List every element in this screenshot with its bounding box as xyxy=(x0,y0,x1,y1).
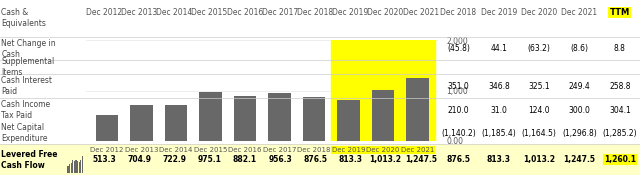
Text: 876.5: 876.5 xyxy=(303,155,327,164)
Bar xyxy=(165,104,188,141)
Text: Levered Free
Cash Flow: Levered Free Cash Flow xyxy=(1,150,58,170)
Text: 304.1: 304.1 xyxy=(609,106,630,115)
Text: 346.8: 346.8 xyxy=(488,82,509,91)
Bar xyxy=(268,93,291,141)
Text: 882.1: 882.1 xyxy=(233,155,257,164)
Text: 975.1: 975.1 xyxy=(198,155,221,164)
Bar xyxy=(337,100,360,141)
Text: 813.3: 813.3 xyxy=(339,155,362,164)
Text: 325.1: 325.1 xyxy=(529,82,550,91)
Text: Dec 2019: Dec 2019 xyxy=(481,8,517,17)
Bar xyxy=(69,164,70,173)
Text: Dec 2021: Dec 2021 xyxy=(561,8,598,17)
Text: Dec 2016: Dec 2016 xyxy=(227,8,263,17)
Bar xyxy=(74,161,75,173)
Text: Cash &
Equivalents: Cash & Equivalents xyxy=(1,8,46,28)
Bar xyxy=(96,115,118,141)
Bar xyxy=(234,96,257,141)
Text: 1,013.2: 1,013.2 xyxy=(370,155,402,164)
Bar xyxy=(80,159,81,173)
Text: 31.0: 31.0 xyxy=(490,106,508,115)
Bar xyxy=(131,105,153,141)
Text: 44.1: 44.1 xyxy=(490,44,508,53)
Text: (1,185.4): (1,185.4) xyxy=(481,129,516,138)
Text: Dec 2020: Dec 2020 xyxy=(367,8,404,17)
Text: Net Capital
Expenditure: Net Capital Expenditure xyxy=(1,123,48,144)
Text: 722.9: 722.9 xyxy=(163,155,186,164)
Text: (1,140.2): (1,140.2) xyxy=(441,129,476,138)
Bar xyxy=(372,90,394,141)
Bar xyxy=(82,156,83,173)
Text: 258.8: 258.8 xyxy=(609,82,630,91)
Text: 513.3: 513.3 xyxy=(92,155,116,164)
Text: Supplemental
Items: Supplemental Items xyxy=(1,57,54,77)
Text: (1,285.2): (1,285.2) xyxy=(602,129,637,138)
Text: Dec 2015: Dec 2015 xyxy=(191,8,228,17)
Text: Net Change in
Cash: Net Change in Cash xyxy=(1,38,56,59)
Text: Dec 2012: Dec 2012 xyxy=(86,8,122,17)
Bar xyxy=(70,163,72,173)
Text: 1,247.5: 1,247.5 xyxy=(405,155,437,164)
Bar xyxy=(200,92,222,141)
Text: (45.8): (45.8) xyxy=(447,44,470,53)
Text: 1,247.5: 1,247.5 xyxy=(564,155,595,164)
Text: TTM: TTM xyxy=(610,8,630,17)
Text: Dec 2021: Dec 2021 xyxy=(403,8,439,17)
Text: 351.0: 351.0 xyxy=(448,82,469,91)
Text: 1,013.2: 1,013.2 xyxy=(524,155,556,164)
Bar xyxy=(67,166,68,173)
Text: 1,260.1: 1,260.1 xyxy=(604,155,636,164)
Bar xyxy=(332,40,435,141)
Text: 876.5: 876.5 xyxy=(447,155,470,164)
Text: 300.0: 300.0 xyxy=(568,106,591,115)
Text: Dec 2013: Dec 2013 xyxy=(121,8,157,17)
Text: Cash Interest
Paid: Cash Interest Paid xyxy=(1,76,52,96)
Text: 210.0: 210.0 xyxy=(448,106,469,115)
Text: 813.3: 813.3 xyxy=(487,155,511,164)
Text: Dec 2018: Dec 2018 xyxy=(440,8,477,17)
Text: (1,164.5): (1,164.5) xyxy=(522,129,557,138)
Text: Dec 2020: Dec 2020 xyxy=(521,8,557,17)
Bar xyxy=(76,160,77,173)
Bar xyxy=(406,78,429,141)
Text: (8.6): (8.6) xyxy=(570,44,589,53)
Text: 249.4: 249.4 xyxy=(569,82,590,91)
Text: 956.3: 956.3 xyxy=(268,155,292,164)
Bar xyxy=(72,160,74,173)
Text: (1,296.8): (1,296.8) xyxy=(562,129,597,138)
Text: Dec 2018: Dec 2018 xyxy=(297,8,333,17)
Text: 8.8: 8.8 xyxy=(614,44,626,53)
Text: Dec 2017: Dec 2017 xyxy=(262,8,298,17)
Bar xyxy=(79,162,80,173)
Text: Cash Income
Tax Paid: Cash Income Tax Paid xyxy=(1,100,51,120)
Text: 704.9: 704.9 xyxy=(127,155,151,164)
Bar xyxy=(77,161,78,173)
Text: 124.0: 124.0 xyxy=(529,106,550,115)
Text: Dec 2019: Dec 2019 xyxy=(332,8,369,17)
Bar xyxy=(303,97,325,141)
Text: (63.2): (63.2) xyxy=(528,44,550,53)
Text: Dec 2014: Dec 2014 xyxy=(156,8,193,17)
